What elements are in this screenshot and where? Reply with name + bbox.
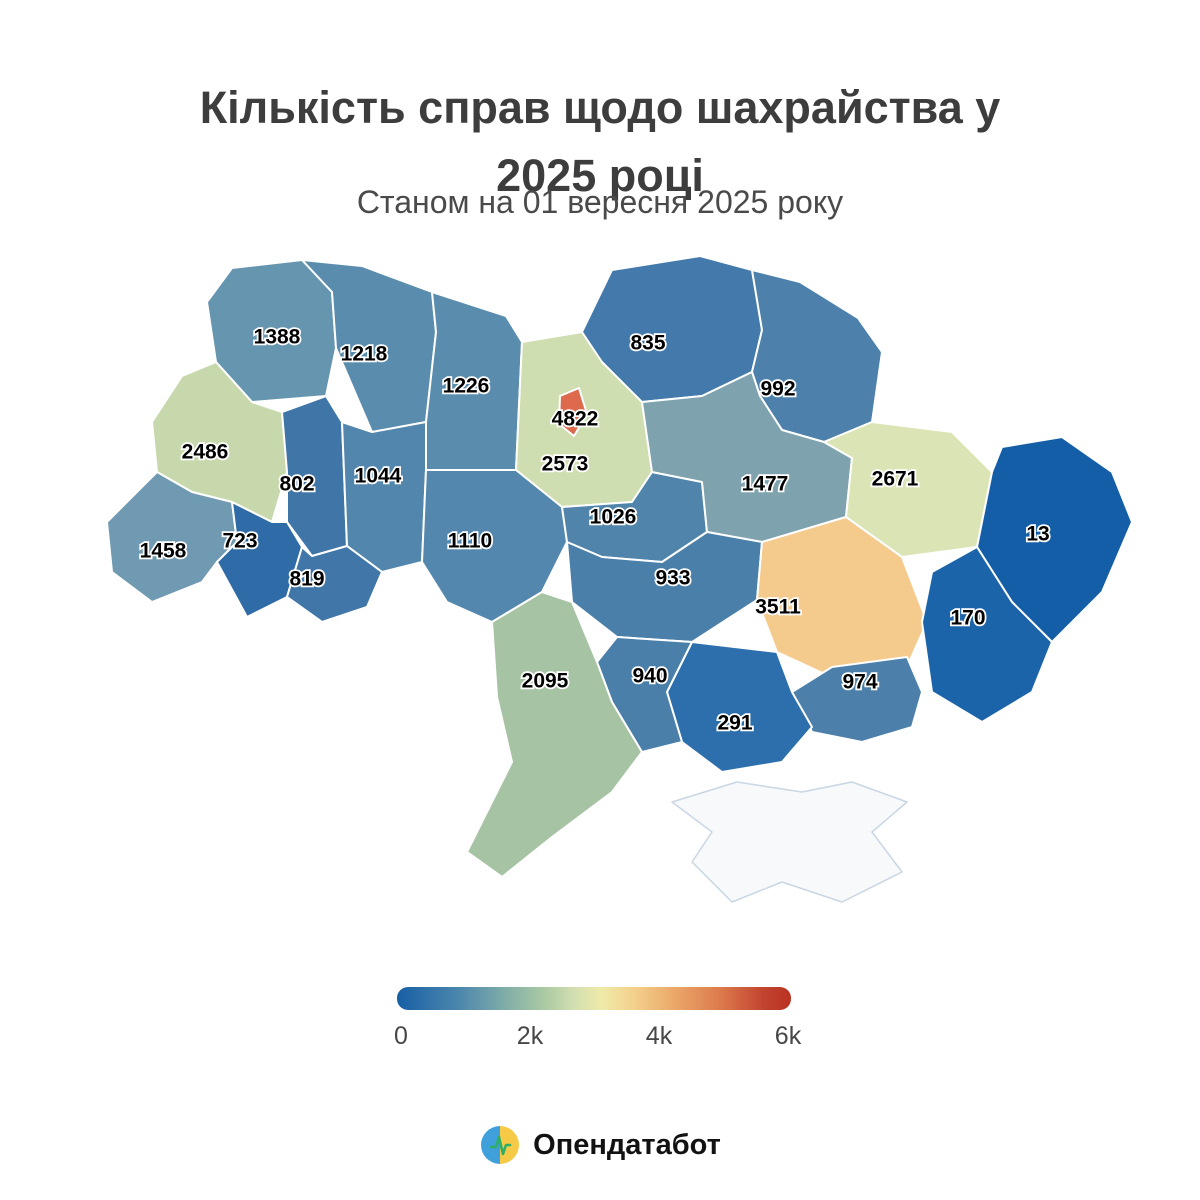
legend-tick-6k: 6k xyxy=(774,1022,802,1050)
region-khmelnytskyi[interactable]: 1044 xyxy=(341,421,427,573)
region-donetsk-shape[interactable] xyxy=(921,546,1053,723)
opendatabot-logo-icon xyxy=(481,1126,520,1164)
page-subtitle: Станом на 01 вересня 2025 року xyxy=(356,184,844,220)
region-crimea[interactable] xyxy=(671,781,908,903)
brand-name: Опендатабот xyxy=(533,1128,721,1161)
region-zhytomyr[interactable]: 1226 xyxy=(425,291,523,471)
page-title: Кількість справ щодо шахрайства у 2025 р… xyxy=(199,82,1001,201)
region-odesa-shape[interactable] xyxy=(466,591,643,878)
region-zaporizhzhia[interactable]: 974 xyxy=(791,656,923,743)
legend-tick-0: 0 xyxy=(394,1022,408,1050)
footer-brand: Опендатабот xyxy=(0,1124,1200,1166)
region-khmelnytskyi-shape[interactable] xyxy=(341,421,427,573)
legend-tick-2k: 2k xyxy=(516,1022,544,1050)
region-zaporizhzhia-shape[interactable] xyxy=(791,656,923,743)
region-zhytomyr-shape[interactable] xyxy=(425,291,523,471)
region-crimea-shape[interactable] xyxy=(671,781,908,903)
region-chernivtsi-shape[interactable] xyxy=(286,545,383,623)
region-kyiv-city-shape[interactable] xyxy=(558,387,588,437)
region-kherson-shape[interactable] xyxy=(666,641,813,773)
region-zakarpattia-shape[interactable] xyxy=(106,471,238,603)
region-kherson[interactable]: 291 xyxy=(666,641,813,773)
color-scale-bar xyxy=(397,987,791,1010)
legend-tick-4k: 4k xyxy=(645,1022,673,1050)
